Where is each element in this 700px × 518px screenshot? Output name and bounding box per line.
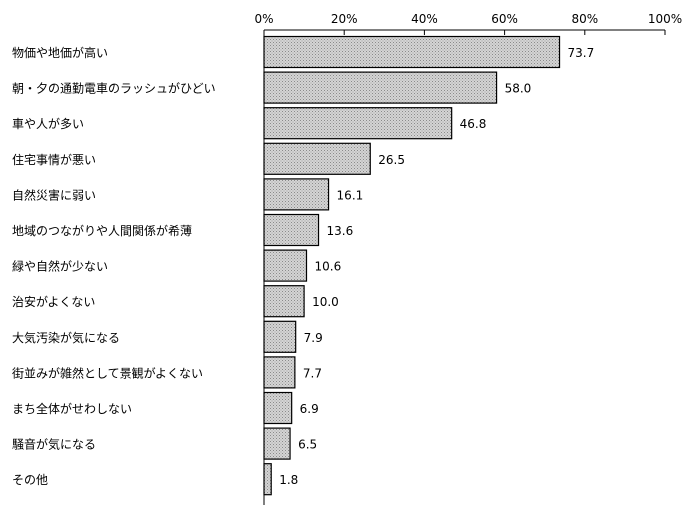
bar-value-label: 46.8 xyxy=(460,117,487,131)
category-label: 騒音が気になる xyxy=(12,437,96,452)
x-tick-label: 40% xyxy=(411,12,438,26)
category-label: 物価や地価が高い xyxy=(12,45,108,60)
bar xyxy=(263,213,320,247)
bar-value-label: 7.9 xyxy=(304,331,323,345)
bar-value-label: 13.6 xyxy=(327,224,354,238)
category-label: 地域のつながりや人間関係が希薄 xyxy=(12,223,192,238)
bar xyxy=(263,463,272,496)
bar xyxy=(263,320,297,353)
bar xyxy=(263,35,561,69)
category-label: まち全体がせわしない xyxy=(12,401,132,416)
bar xyxy=(263,107,453,140)
category-label: 大気汚染が気になる xyxy=(12,330,120,345)
bar-value-label: 1.8 xyxy=(279,473,298,487)
bar-value-label: 26.5 xyxy=(378,153,405,167)
x-tick-label: 0% xyxy=(254,12,273,26)
category-labels: 物価や地価が高い朝・夕の通勤電車のラッシュがひどい車や人が多い住宅事情が悪い自然… xyxy=(12,45,216,487)
bar-value-label: 10.6 xyxy=(315,260,342,274)
bar xyxy=(263,285,305,318)
category-label: 朝・夕の通勤電車のラッシュがひどい xyxy=(12,81,216,96)
category-label: その他 xyxy=(12,473,48,487)
bar xyxy=(263,427,291,460)
category-label: 治安がよくない xyxy=(12,294,95,309)
category-label: 住宅事情が悪い xyxy=(12,152,96,167)
bar-series: 73.7 58.0 46.8 26.5 16.1 13.6 10.6 10.0 7.9 7.7 6.… xyxy=(263,35,595,496)
category-label: 街並みが雑然として景観がよくない xyxy=(12,365,203,380)
x-tick-label: 80% xyxy=(571,12,598,26)
bar-value-label: 6.9 xyxy=(300,402,319,416)
x-tick-label: 20% xyxy=(331,12,358,26)
category-label: 緑や自然が少ない xyxy=(12,259,108,274)
x-tick-label: 60% xyxy=(491,12,518,26)
bar-value-label: 10.0 xyxy=(312,295,339,309)
bar xyxy=(263,356,296,389)
bar-value-label: 73.7 xyxy=(568,46,595,60)
category-label: 車や人が多い xyxy=(12,116,84,131)
bar-value-label: 58.0 xyxy=(505,82,532,96)
bar xyxy=(263,178,330,211)
x-tick-label: 100% xyxy=(648,12,682,26)
bar xyxy=(263,71,498,104)
bar-value-label: 6.5 xyxy=(298,438,317,452)
bar-value-label: 16.1 xyxy=(337,188,364,202)
bar xyxy=(263,249,308,282)
bar xyxy=(263,391,293,425)
category-label: 自然災害に弱い xyxy=(12,187,96,202)
bar-value-label: 7.7 xyxy=(303,366,322,380)
bar xyxy=(263,142,371,175)
